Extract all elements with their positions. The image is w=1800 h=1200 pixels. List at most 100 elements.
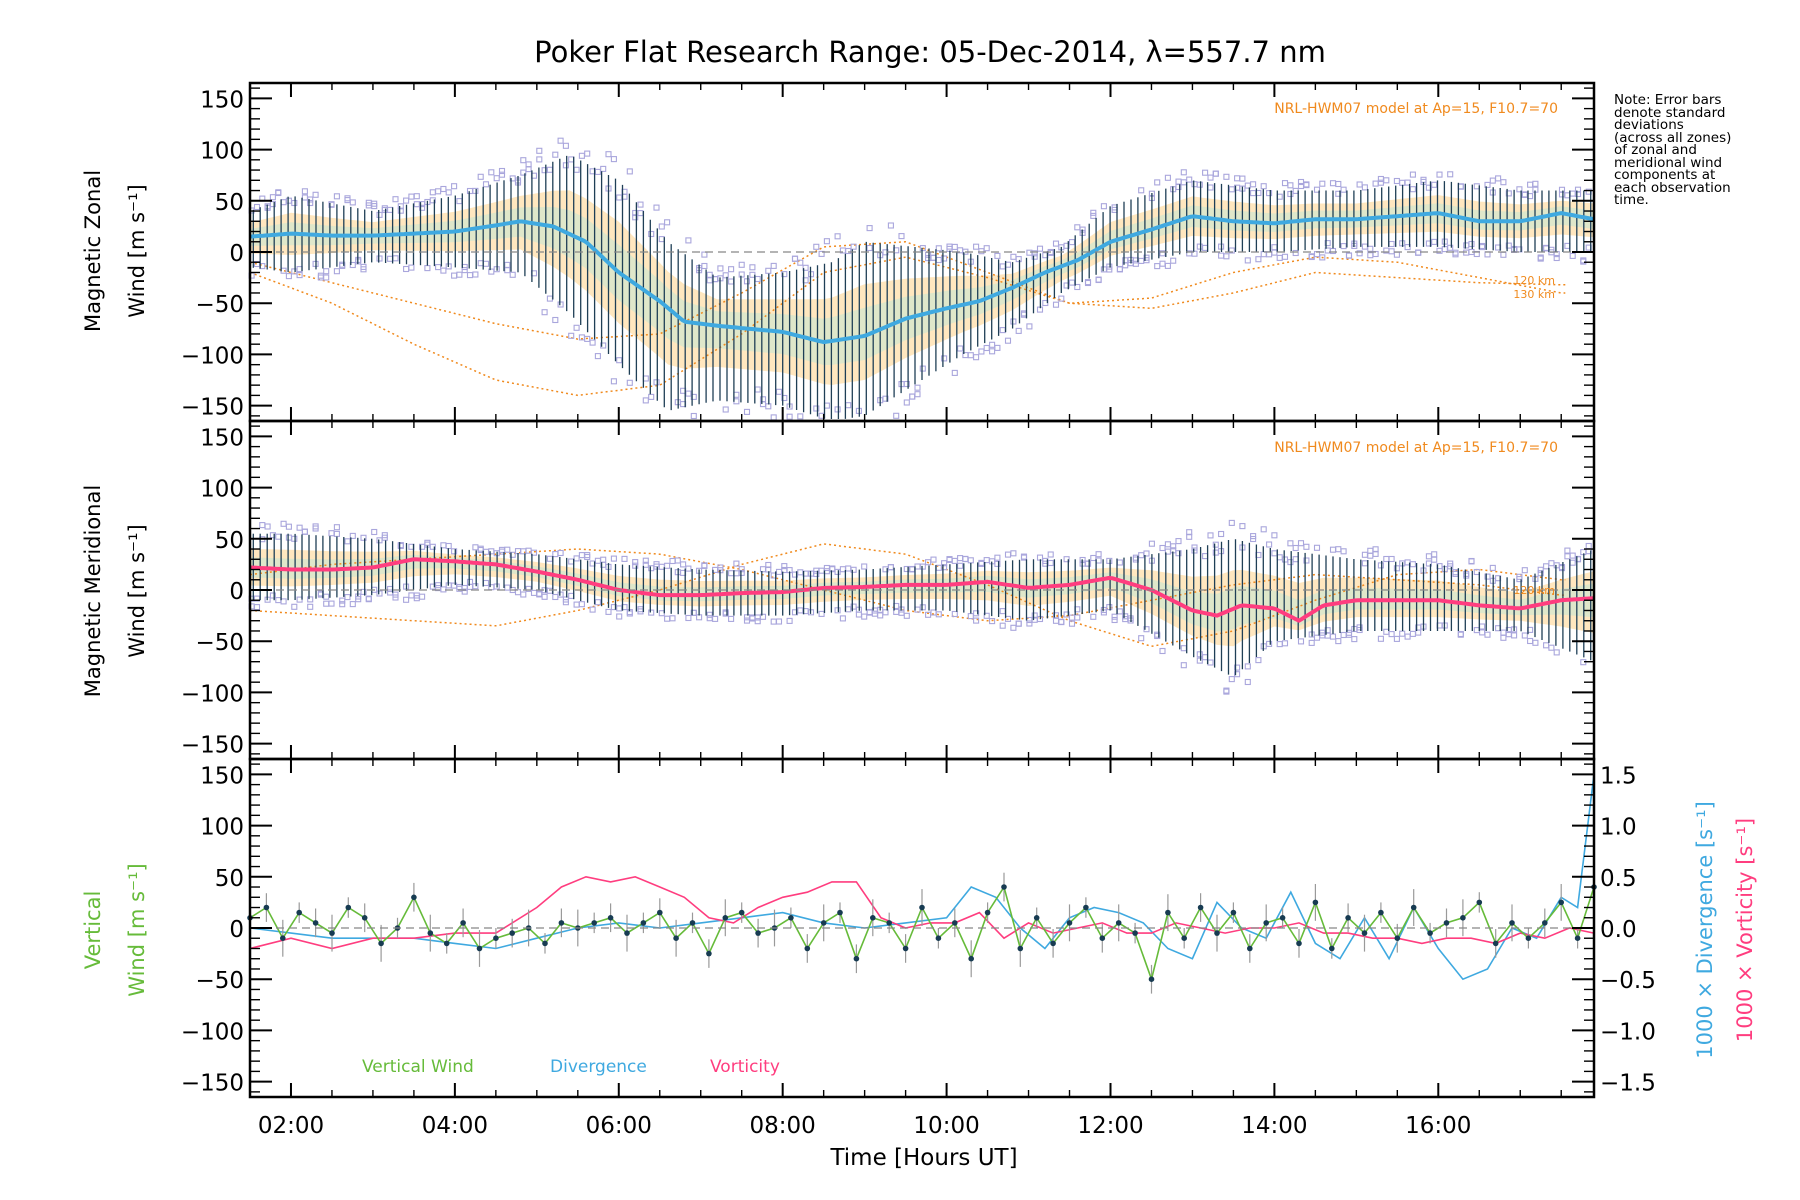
zone-sample-point	[951, 610, 958, 618]
zone-sample-point	[1164, 541, 1171, 548]
zone-sample-point	[914, 563, 921, 570]
zone-sample-point	[546, 295, 553, 302]
vertical-wind-point	[984, 909, 991, 916]
zone-sample-point	[1202, 244, 1209, 251]
zone-sample-point	[520, 169, 527, 176]
zone-sample-point	[323, 274, 330, 281]
zone-sample-point	[861, 563, 868, 570]
zone-sample-point	[1159, 544, 1166, 552]
divergence-line	[249, 774, 1595, 981]
zone-sample-point	[871, 610, 878, 617]
vertical-wind-point	[1066, 920, 1073, 926]
zone-sample-point	[1367, 252, 1374, 259]
zone-sample-point	[797, 607, 804, 614]
zone-sample-point	[1020, 310, 1028, 317]
zone-sample-point	[1111, 616, 1118, 624]
zone-sample-point	[1319, 180, 1326, 187]
zone-sample-point	[541, 593, 548, 600]
vertical-wind-point	[624, 930, 630, 936]
zone-sample-point	[1287, 540, 1294, 547]
zone-sample-point	[1335, 546, 1342, 553]
zone-sample-point	[664, 219, 671, 226]
zone-sample-point	[621, 555, 628, 562]
model-120km-label-meridional: 120 km	[1513, 584, 1555, 597]
zone-sample-point	[1345, 252, 1353, 259]
zone-sample-point	[1292, 249, 1299, 257]
zone-sample-point	[291, 199, 298, 207]
zone-sample-point	[1244, 678, 1251, 686]
zone-sample-point	[1367, 547, 1374, 554]
zone-sample-point	[1489, 564, 1496, 571]
zone-sample-point	[1377, 562, 1384, 569]
x-tick-label: 04:00	[422, 1113, 488, 1139]
zone-sample-point	[674, 557, 681, 564]
y2-tick-label: 1.5	[1600, 763, 1637, 789]
zone-sample-point	[1329, 633, 1337, 640]
zone-sample-point	[472, 583, 479, 590]
zone-sample-point	[525, 166, 532, 173]
zone-sample-point	[1234, 664, 1241, 671]
zone-sample-point	[887, 564, 894, 571]
vertical-wind-point	[1181, 935, 1187, 941]
zone-sample-point	[1250, 535, 1257, 543]
vertical-wind-point	[1148, 976, 1155, 982]
zone-sample-point	[1399, 630, 1406, 637]
x-tick-label: 14:00	[1241, 1113, 1307, 1139]
note-line: meridional wind	[1614, 154, 1723, 171]
vertical-wind-point	[443, 940, 450, 947]
zone-sample-point	[973, 610, 980, 617]
zone-sample-point	[1383, 555, 1390, 563]
zone-sample-point	[1271, 249, 1278, 256]
zone-sample-point	[637, 210, 644, 217]
zone-sample-point	[1441, 246, 1448, 253]
zone-sample-point	[408, 592, 415, 599]
zone-sample-point	[1361, 184, 1368, 191]
zone-sample-point	[1500, 629, 1507, 636]
zone-sample-point	[818, 250, 825, 257]
zone-sample-point	[280, 598, 287, 605]
zone-sample-point	[743, 278, 751, 285]
zone-sample-point	[1308, 639, 1315, 646]
zone-sample-point	[685, 237, 692, 244]
zone-sample-point	[605, 608, 612, 615]
zone-sample-point	[701, 251, 708, 258]
zone-sample-point	[653, 379, 660, 386]
zone-sample-point	[877, 612, 884, 619]
zone-sample-point	[1388, 631, 1395, 638]
zone-sample-point	[1479, 623, 1486, 630]
zone-sample-point	[259, 522, 266, 529]
zone-sample-point	[546, 166, 553, 173]
zone-sample-point	[1175, 538, 1182, 545]
zone-sample-point	[1553, 562, 1560, 569]
y-tick-label: 50	[215, 866, 244, 892]
zone-sample-point	[1388, 240, 1395, 248]
zone-sample-point	[610, 156, 617, 163]
zone-sample-point	[951, 369, 958, 376]
zone-sample-point	[307, 199, 314, 207]
zone-sample-point	[456, 198, 463, 205]
zone-sample-point	[1335, 638, 1342, 645]
y-tick-label: 0	[229, 579, 244, 605]
zone-sample-point	[919, 245, 926, 252]
zone-sample-point	[648, 609, 655, 616]
zone-sample-point	[1345, 629, 1353, 636]
zone-sample-point	[1431, 238, 1438, 245]
zone-sample-point	[690, 412, 697, 420]
zone-sample-point	[1505, 242, 1512, 249]
zone-sample-point	[1356, 624, 1363, 631]
zone-sample-point	[722, 272, 729, 279]
zone-sample-point	[333, 524, 340, 531]
zone-sample-point	[685, 390, 692, 397]
zone-sample-point	[632, 562, 639, 569]
vertical-wind-point	[361, 915, 368, 921]
zone-sample-point	[973, 617, 980, 624]
zone-sample-point	[1500, 634, 1507, 641]
zone-sample-point	[610, 555, 617, 562]
zone-sample-point	[1543, 563, 1550, 570]
zone-sample-point	[1532, 639, 1539, 646]
zone-sample-point	[578, 601, 585, 608]
zone-sample-point	[978, 560, 985, 567]
zone-sample-point	[301, 528, 308, 535]
zone-sample-point	[269, 201, 276, 208]
zone-sample-point	[482, 548, 490, 555]
